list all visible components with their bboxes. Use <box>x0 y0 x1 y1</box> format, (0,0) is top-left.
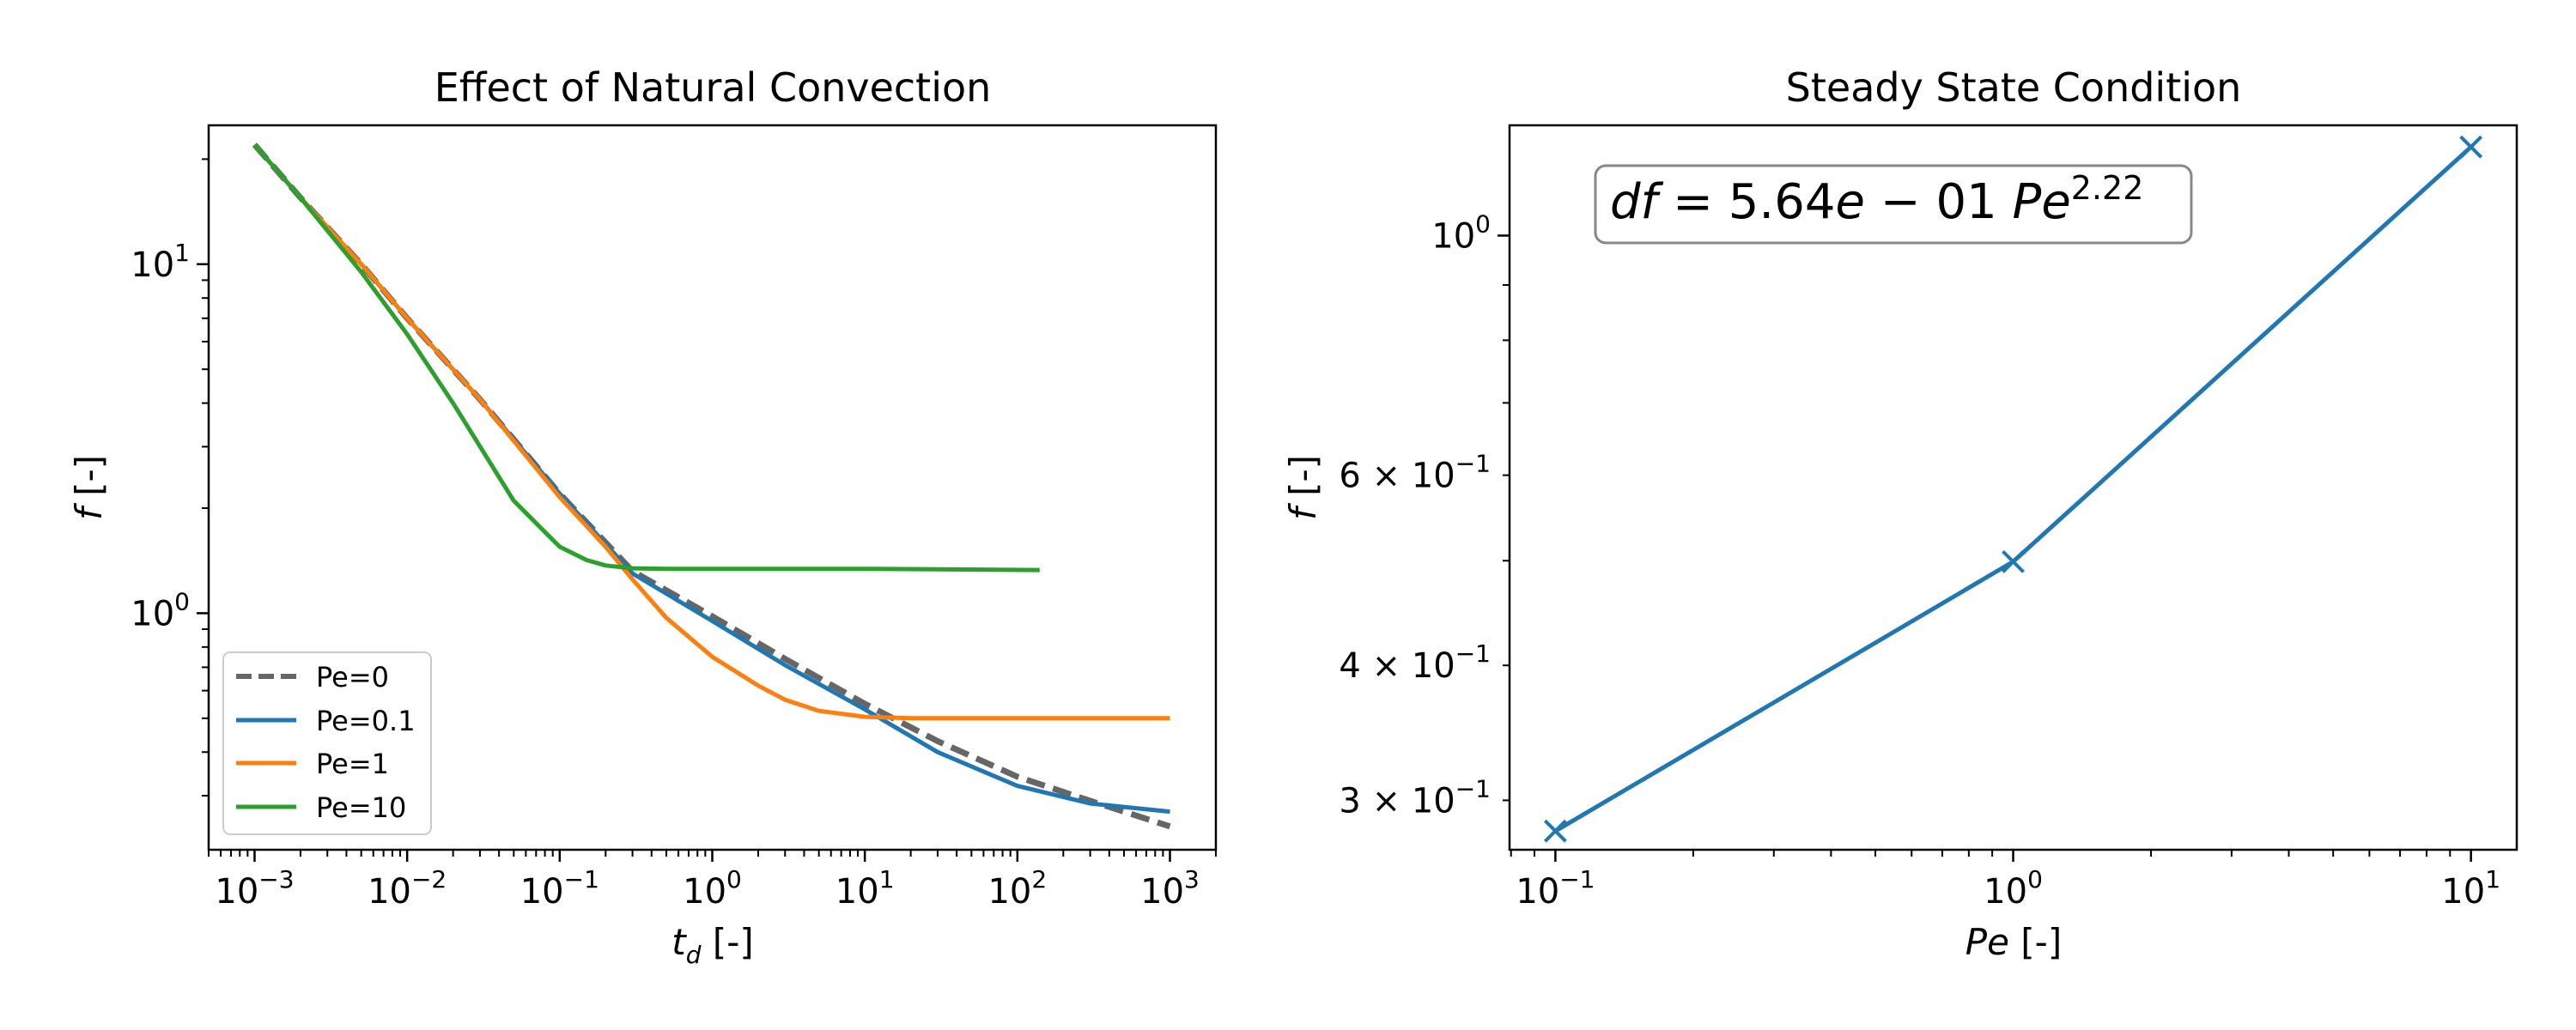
chart-left-title: Effect of Natural Convection <box>434 64 992 111</box>
right-series-lines <box>1543 135 2483 843</box>
left-series-lines <box>252 142 1171 830</box>
x-tick-label: 10−1 <box>1516 865 1595 912</box>
legend-label: Pe=1 <box>316 748 389 780</box>
y-tick-label: 3 × 10−1 <box>1339 774 1491 821</box>
chart-left-xlabel: td [-] <box>671 921 754 969</box>
x-tick-label: 103 <box>1140 865 1200 912</box>
chart-right-title: Steady State Condition <box>1786 64 2242 111</box>
x-tick-label: 101 <box>835 865 895 912</box>
legend-item-pe0: Pe=0 <box>236 661 389 694</box>
y-tick-label: 100 <box>1431 209 1491 256</box>
legend-item-pe0.1: Pe=0.1 <box>236 705 416 737</box>
legend-item-pe10: Pe=10 <box>236 791 406 824</box>
x-tick-label: 100 <box>1984 865 2043 912</box>
x-tick-label: 101 <box>2441 865 2500 912</box>
fit-annotation-box <box>1594 164 2193 245</box>
chart-right-xlabel: Pe [-] <box>1965 921 2062 963</box>
x-tick-label: 10−2 <box>368 865 447 912</box>
legend-label: Pe=0 <box>316 661 389 694</box>
legend-item-pe1: Pe=1 <box>236 748 389 780</box>
y-tick-label: 4 × 10−1 <box>1339 639 1491 686</box>
right-x-ticks: 10−1 100 101 <box>1510 850 2500 912</box>
left-x-ticks: 10−3 10−2 10−1 100 101 102 103 <box>208 850 1217 912</box>
y-tick-label: 6 × 10−1 <box>1339 450 1491 496</box>
series-line-Pe=1 <box>252 142 1170 721</box>
x-tick-label: 102 <box>987 865 1047 912</box>
data-point-marker <box>2459 135 2483 159</box>
fit-annotation: df = 5.64e − 01 Pe2.22 <box>1594 164 2193 245</box>
chart-left: Effect of Natural Convection 10−3 10−2 10−… <box>68 64 1218 969</box>
y-tick-label: 101 <box>131 239 190 285</box>
fit-annotation-text: df = 5.64e − 01 Pe2.22 <box>1610 169 2143 230</box>
legend: Pe=0 Pe=0.1 Pe=1 Pe=10 <box>222 651 432 835</box>
chart-left-ylabel: f [-] <box>68 455 110 520</box>
x-tick-label: 10−1 <box>520 865 599 912</box>
x-tick-label: 10−3 <box>215 865 294 912</box>
data-point-marker <box>1543 819 1567 843</box>
legend-label: Pe=10 <box>316 791 406 824</box>
chart-right: Steady State Condition 10−1 100 101 3 × 10… <box>1282 64 2518 963</box>
chart-right-ylabel: f [-] <box>1282 455 1324 520</box>
right-y-ticks: 3 × 10−1 4 × 10−1 6 × 10−1 100 <box>1339 209 1510 821</box>
legend-box <box>222 651 432 835</box>
y-tick-label: 100 <box>131 587 190 633</box>
series-line-Pe=10 <box>252 142 1040 573</box>
x-tick-label: 100 <box>683 865 742 912</box>
data-point-marker <box>2002 549 2025 573</box>
legend-label: Pe=0.1 <box>316 705 416 737</box>
left-y-ticks: 100 101 <box>131 158 209 797</box>
